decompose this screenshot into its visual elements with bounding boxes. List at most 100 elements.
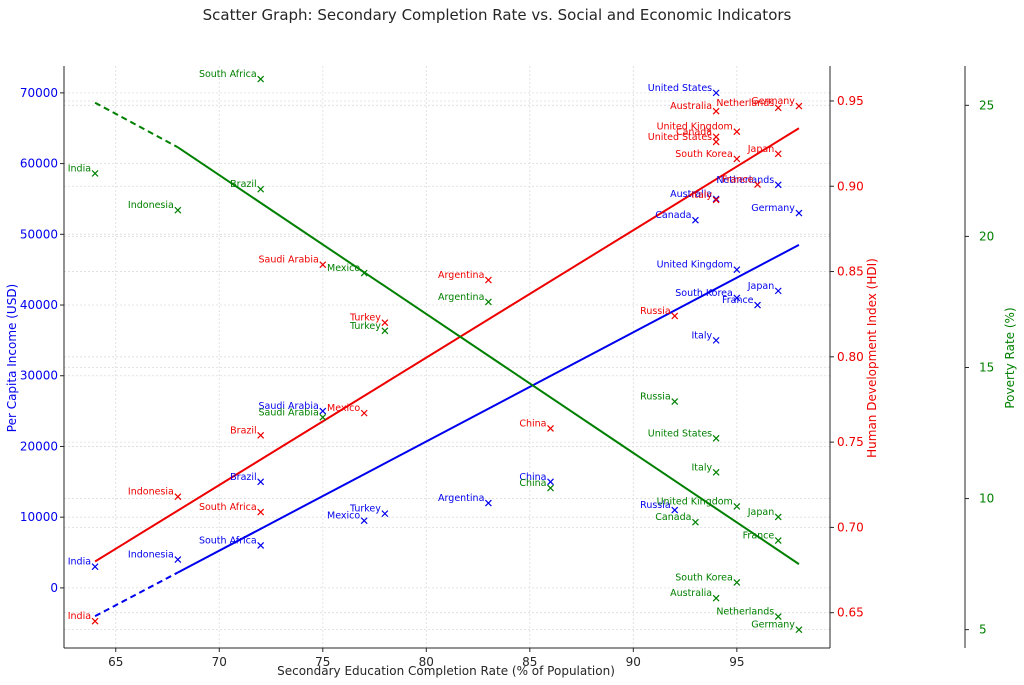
poverty-point-marker [484,298,492,306]
poverty-point-marker [91,170,99,177]
hdi-point-marker [754,181,761,188]
hdi-point: Canada [676,127,720,141]
poverty-point: Mexico [327,263,368,277]
income-point-label: Indonesia [128,550,174,561]
income-point: Mexico [327,511,368,525]
income-point-label: Saudi Arabia [259,401,319,412]
axes: 65 70 75 80 85 90 95 0 10000 20000 30000 40000 50000… [20,66,994,669]
income-point: Turkey [349,504,389,518]
hdi-point-label: South Africa [199,502,257,513]
income-point: Argentina [438,493,492,507]
income-point: India [68,557,99,571]
poverty-axis-label: Poverty Rate (%) [1003,307,1017,408]
hdi-point: Australia [670,101,720,115]
hdi-point-label: China [519,418,546,429]
hdi-point-marker [712,138,720,146]
poverty-tick-label: 15 [979,360,994,374]
income-point-marker [257,478,265,486]
income-tick-label: 40000 [20,298,58,312]
income-point: Australia [670,189,720,203]
hdi-point-label: Turkey [349,313,381,324]
hdi-point-label: India [68,611,91,622]
income-point: South Africa [199,535,265,549]
poverty-point-label: Japan [747,507,775,518]
hdi-point-marker [381,319,389,327]
poverty-point: Japan [747,507,782,521]
income-point-marker [692,216,699,224]
hdi-point-marker [774,104,782,112]
income-tick-label: 60000 [20,157,58,171]
poverty-point-label: Saudi Arabia [259,407,319,418]
income-point-label: Turkey [349,504,381,515]
poverty-point: Australia [670,588,720,602]
hdi-point-marker [712,133,720,141]
poverty-point-label: Netherlands [716,607,774,618]
hdi-point-label: Australia [670,101,712,112]
hdi-point-marker [319,261,327,269]
hdi-point-label: Russia [640,306,671,317]
hdi-point: Brazil [230,425,265,439]
hdi-tick-label: 0.75 [837,435,864,449]
hdi-point-marker [484,276,492,284]
hdi-point-label: United States [648,132,712,143]
poverty-point-marker [174,206,182,214]
poverty-point-label: Germany [751,620,795,631]
income-point-marker [547,478,554,486]
hdi-tick-label: 0.70 [837,520,864,534]
income-point: Japan [747,281,782,295]
x-tick-label: 90 [626,655,641,669]
poverty-point: China [519,478,554,492]
income-point-label: South Africa [199,535,257,546]
poverty-point-label: United Kingdom [657,496,733,507]
hdi-point-marker [547,425,554,432]
income-point: Brazil [230,472,265,486]
hdi-tick-label: 0.95 [837,94,864,108]
income-point: Netherlands [716,175,782,189]
hdi-point-marker [774,150,782,158]
poverty-point: South Korea [675,572,741,586]
income-point-label: Canada [655,210,691,221]
income-point-label: South Korea [675,288,733,299]
income-point-marker [257,542,265,549]
income-point: United Kingdom [657,260,741,274]
poverty-point: Netherlands [716,607,782,620]
income-point-label: Italy [692,330,713,341]
poverty-point-label: Mexico [327,263,360,274]
poverty-point: Canada [655,512,699,526]
hdi-point: United Kingdom [657,122,741,136]
poverty-point: Italy [692,462,720,476]
hdi-point-label: Germany [751,96,795,107]
poverty-point: France [743,531,782,544]
hdi-point-label: Japan [747,144,775,155]
income-point-marker [774,181,782,189]
poverty-point-label: Australia [670,588,712,599]
income-point-marker [671,506,679,514]
poverty-tick-label: 10 [979,492,994,506]
hdi-point: Russia [640,306,679,320]
poverty-point-marker [360,269,368,277]
income-point-label: India [68,557,91,568]
poverty-point-marker [547,484,554,492]
income-point-marker [795,209,803,217]
poverty-point-label: South Korea [675,572,733,583]
x-tick-label: 80 [419,655,434,669]
income-point-label: China [519,472,546,483]
x-tick-label: 85 [522,655,537,669]
poverty-point-marker [733,579,741,586]
income-point-marker [174,556,182,564]
income-point-label: Brazil [230,472,257,483]
income-point-label: Netherlands [716,175,774,186]
poverty-point-marker [257,185,265,193]
hdi-point-marker [671,312,679,320]
poverty-point: Indonesia [128,200,182,214]
hdi-point-label: Brazil [230,425,257,436]
income-point: Indonesia [128,550,182,564]
income-point: Saudi Arabia [259,401,327,415]
hdi-point: Italy [692,190,720,204]
hdi-point-marker [91,617,99,625]
hdi-point: Turkey [349,313,389,327]
hdi-tick-label: 0.90 [837,179,864,193]
income-point-label: Argentina [438,493,484,504]
poverty-point: United Kingdom [657,496,741,510]
